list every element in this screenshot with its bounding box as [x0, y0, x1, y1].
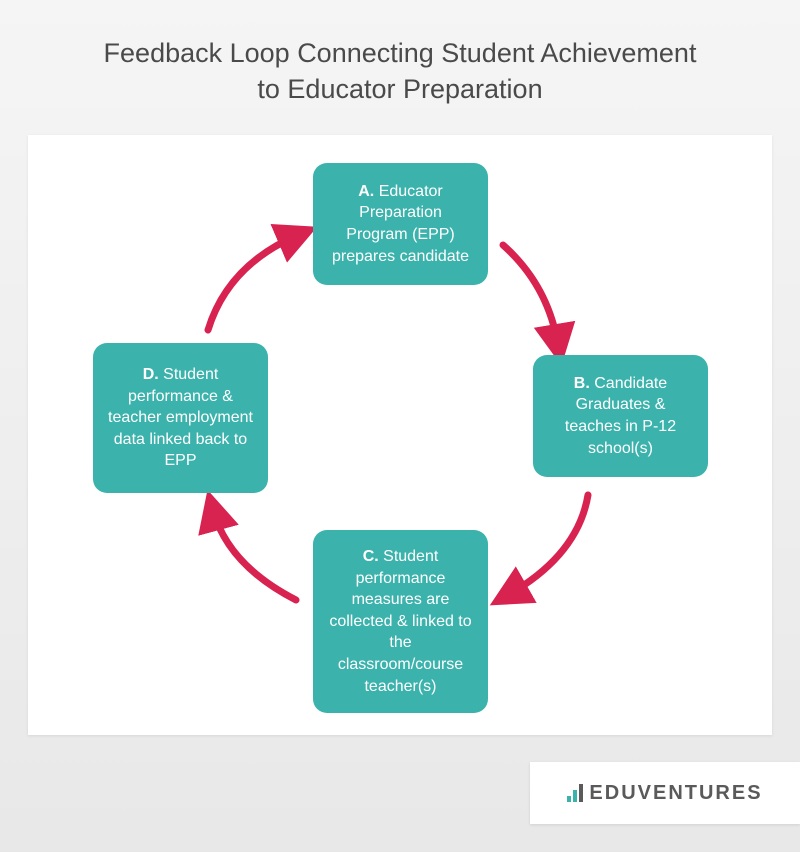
node-b: B. Candidate Graduates & teaches in P-12…	[533, 355, 708, 477]
brand: EDUVENTURES	[567, 782, 762, 805]
arrow-d-a	[208, 235, 298, 330]
brand-box: EDUVENTURES	[530, 762, 800, 824]
brand-text: EDUVENTURES	[589, 782, 762, 805]
page-title: Feedback Loop Connecting Student Achieve…	[0, 0, 800, 138]
arrow-c-d	[213, 510, 296, 600]
diagram-card: A. Educator Preparation Program (EPP) pr…	[28, 135, 772, 735]
arrow-b-c	[508, 495, 588, 595]
node-a: A. Educator Preparation Program (EPP) pr…	[313, 163, 488, 285]
node-c: C. Student performance measures are coll…	[313, 530, 488, 713]
node-d: D. Student performance & teacher employm…	[93, 343, 268, 493]
arrow-a-b	[503, 245, 558, 345]
brand-bars-icon	[567, 784, 583, 802]
